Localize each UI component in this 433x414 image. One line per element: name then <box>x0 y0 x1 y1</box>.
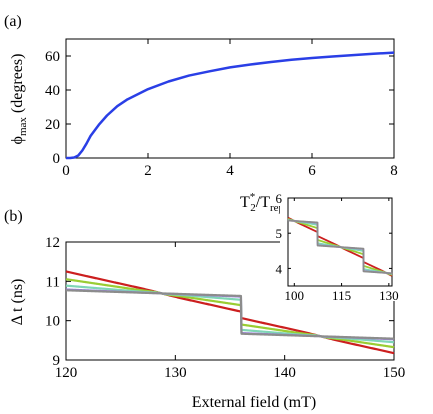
inset-ytick-label: 4 <box>276 261 283 276</box>
panel-a-ytick-label: 60 <box>45 49 60 65</box>
panel-a-ylabel-sub: max <box>17 117 29 136</box>
panel-b-ylabel: Δ t (ns) <box>9 279 26 326</box>
panel-b-series-line <box>65 289 395 340</box>
inset-plot <box>287 216 393 277</box>
panel-b-plot <box>65 270 395 355</box>
panel-a-xtick-label: 4 <box>226 163 234 179</box>
panel-a-plot <box>66 51 395 160</box>
panel-a-series-line <box>66 51 395 160</box>
panel-b-series-line <box>65 278 395 349</box>
panel-a-xtick-label: 6 <box>308 163 316 179</box>
panel-b-xtick-label: 140 <box>273 365 296 381</box>
inset-xtick-label: 100 <box>285 288 305 303</box>
panel-a-ytick-label: 40 <box>45 83 60 99</box>
panel-b-series-line <box>65 270 395 355</box>
panel-a-xlabel-tail: /T <box>256 194 270 211</box>
panel-a-ticks: 0 2 4 6 8 0 20 40 60 <box>45 39 398 179</box>
panel-a-xlabel-sup: * <box>250 191 256 203</box>
panel-a-label: (a) <box>4 13 22 30</box>
panel-b-ticks: 120 130 140 150 9 10 11 12 <box>45 235 405 381</box>
inset-axes <box>287 197 393 287</box>
panel-a-ylabel-main: ϕ <box>9 136 26 144</box>
inset-ytick-label: 5 <box>276 226 283 241</box>
panel-b-xtick-label: 130 <box>164 365 187 381</box>
panel-a-ytick-label: 20 <box>45 117 60 133</box>
panel-b-ytick-label: 12 <box>45 235 60 251</box>
panel-a-ylabel-unit: (degrees) <box>9 54 26 118</box>
panel-b-xtick-label: 150 <box>383 365 406 381</box>
panel-b-xtick-label: 120 <box>55 365 78 381</box>
panel-b-ytick-label: 9 <box>53 353 61 369</box>
panel-a-ytick-label: 0 <box>53 151 61 167</box>
panel-b-xlabel: External field (mT) <box>192 394 316 411</box>
panel-a-xtick-label: 8 <box>390 163 398 179</box>
panel-a-xlabel-main: T <box>240 194 250 211</box>
inset-ytick-label: 6 <box>276 191 283 206</box>
panel-a-xtick-label: 0 <box>62 163 70 179</box>
inset-ticks: 100 115 130 4 5 6 <box>276 191 399 303</box>
panel-a-ylabel: ϕmax (degrees) <box>9 54 29 145</box>
panel-a-xtick-label: 2 <box>144 163 152 179</box>
inset-xtick-label: 130 <box>379 288 399 303</box>
panel-a-xlabel-sub: 2 <box>250 202 256 214</box>
inset-xtick-label: 115 <box>332 288 351 303</box>
inset-series-line <box>287 219 393 275</box>
inset-frame <box>287 197 393 287</box>
panel-b-label: (b) <box>4 208 23 225</box>
panel-b-ytick-label: 11 <box>46 274 60 290</box>
panel-b-ytick-label: 10 <box>45 314 60 330</box>
